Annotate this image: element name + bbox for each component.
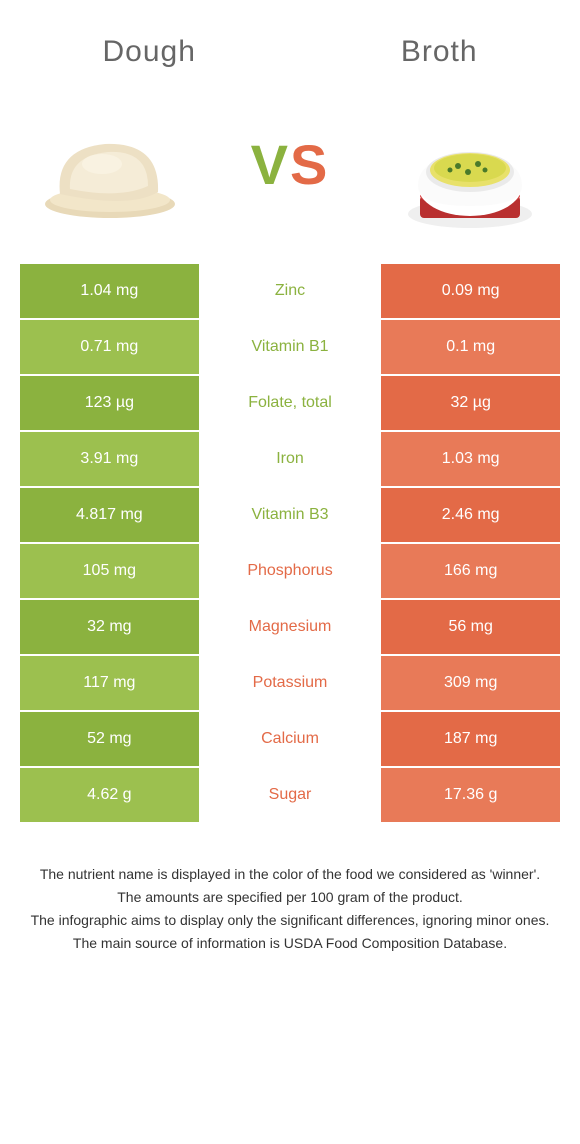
table-row: 117 mgPotassium309 mg [20,656,560,712]
table-row: 32 mgMagnesium56 mg [20,600,560,656]
right-value: 1.03 mg [381,432,560,486]
vs-v: V [251,133,290,196]
left-value: 4.817 mg [20,488,201,542]
left-value: 4.62 g [20,768,201,822]
note-line: The main source of information is USDA F… [30,933,550,954]
right-value: 0.1 mg [381,320,560,374]
nutrient-label: Iron [201,432,382,486]
table-row: 3.91 mgIron1.03 mg [20,432,560,488]
table-row: 4.817 mgVitamin B32.46 mg [20,488,560,544]
nutrient-label: Folate, total [201,376,382,430]
left-value: 3.91 mg [20,432,201,486]
left-value: 123 µg [20,376,201,430]
left-value: 32 mg [20,600,201,654]
broth-icon [390,94,550,234]
right-value: 32 µg [381,376,560,430]
right-value: 17.36 g [381,768,560,822]
table-row: 123 µgFolate, total32 µg [20,376,560,432]
nutrient-label: Magnesium [201,600,382,654]
left-value: 105 mg [20,544,201,598]
left-value: 117 mg [20,656,201,710]
note-line: The nutrient name is displayed in the co… [30,864,550,885]
left-value: 1.04 mg [20,264,201,318]
nutrient-label: Potassium [201,656,382,710]
left-value: 52 mg [20,712,201,766]
nutrient-label: Vitamin B3 [201,488,382,542]
dough-icon [30,94,190,234]
left-value: 0.71 mg [20,320,201,374]
table-row: 1.04 mgZinc0.09 mg [20,264,560,320]
right-food-title: Broth [401,35,478,69]
vs-row: VS [0,94,580,264]
right-value: 187 mg [381,712,560,766]
table-row: 4.62 gSugar17.36 g [20,768,560,824]
nutrient-label: Sugar [201,768,382,822]
left-food-title: Dough [102,35,195,69]
right-value: 309 mg [381,656,560,710]
header: Dough Broth [0,0,580,94]
nutrient-table: 1.04 mgZinc0.09 mg0.71 mgVitamin B10.1 m… [20,264,560,824]
notes-section: The nutrient name is displayed in the co… [0,824,580,954]
right-value: 166 mg [381,544,560,598]
nutrient-label: Zinc [201,264,382,318]
right-value: 56 mg [381,600,560,654]
right-value: 2.46 mg [381,488,560,542]
vs-s: S [290,133,329,196]
right-value: 0.09 mg [381,264,560,318]
dough-image [30,94,190,234]
table-row: 105 mgPhosphorus166 mg [20,544,560,600]
nutrient-label: Vitamin B1 [201,320,382,374]
vs-label: VS [251,132,330,197]
nutrient-label: Phosphorus [201,544,382,598]
note-line: The infographic aims to display only the… [30,910,550,931]
nutrient-label: Calcium [201,712,382,766]
table-row: 52 mgCalcium187 mg [20,712,560,768]
broth-image [390,94,550,234]
note-line: The amounts are specified per 100 gram o… [30,887,550,908]
table-row: 0.71 mgVitamin B10.1 mg [20,320,560,376]
